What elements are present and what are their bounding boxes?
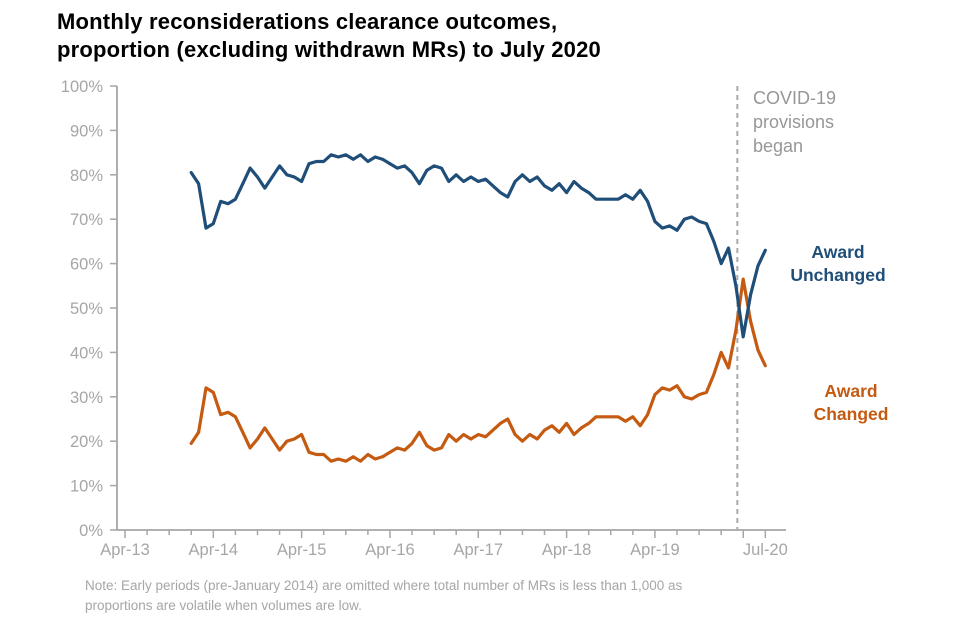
- series-line-award-changed: [189, 277, 767, 463]
- x-tick-label-Apr-17: Apr-17: [454, 541, 504, 559]
- x-tick-label-Apr-14: Apr-14: [189, 541, 239, 559]
- y-tick-label-30: 30%: [70, 389, 103, 407]
- x-tick-label-Apr-16: Apr-16: [365, 541, 415, 559]
- x-tick-label-Apr-13: Apr-13: [100, 541, 150, 559]
- chart-title: Monthly reconsiderations clearance outco…: [57, 8, 601, 64]
- axes: [116, 86, 786, 531]
- y-tick-label-80: 80%: [70, 167, 103, 185]
- y-tick-label-60: 60%: [70, 256, 103, 274]
- note: Note: Early periods (pre-January 2014) a…: [85, 576, 682, 616]
- covid-annotation-line2: provisions: [753, 112, 834, 132]
- series-line-award-unchanged: [189, 153, 767, 339]
- note-line1: Note: Early periods (pre-January 2014) a…: [85, 578, 683, 593]
- covid-annotation-line3: began: [753, 136, 803, 156]
- award-changed-label-line2: Changed: [814, 404, 889, 424]
- x-tick-label-Apr-19: Apr-19: [630, 541, 680, 559]
- award-unchanged-label-line2: Unchanged: [790, 265, 885, 285]
- y-tick-label-70: 70%: [70, 211, 103, 229]
- x-tick-label-Apr-15: Apr-15: [277, 541, 327, 559]
- y-tick-label-10: 10%: [70, 478, 103, 496]
- award-changed-label-line1: Award: [824, 381, 877, 401]
- chart-title-line1: Monthly reconsiderations clearance outco…: [57, 9, 558, 34]
- award-unchanged-label-line1: Award: [811, 242, 864, 262]
- axis-tick-labels: 0% 10% 20% 30% 40% 50% 60% 70% 80% 90% 100% Apr-13 A…: [61, 78, 788, 559]
- series-lines: [189, 153, 767, 463]
- covid-annotation-line1: COVID-19: [753, 88, 836, 108]
- y-tick-label-100: 100%: [61, 78, 104, 96]
- y-tick-label-0: 0%: [79, 522, 103, 540]
- axis-ticks: [110, 85, 767, 538]
- chart-title-line2: proportion (excluding withdrawn MRs) to …: [57, 37, 601, 62]
- x-tick-label-Jul-20: Jul-20: [743, 541, 788, 559]
- y-tick-label-90: 90%: [70, 122, 103, 140]
- y-tick-label-50: 50%: [70, 300, 103, 318]
- note-line2: proportions are volatile when volumes ar…: [85, 598, 362, 613]
- y-tick-label-40: 40%: [70, 344, 103, 362]
- y-tick-label-20: 20%: [70, 433, 103, 451]
- x-tick-label-Apr-18: Apr-18: [542, 541, 592, 559]
